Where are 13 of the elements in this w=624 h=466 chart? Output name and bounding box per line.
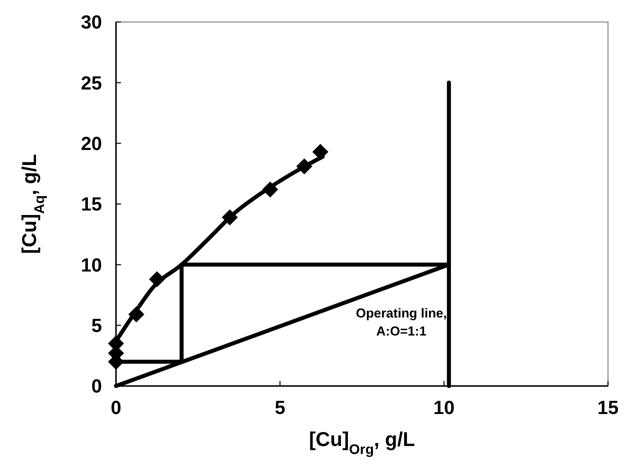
x-axis-title: [Cu]$_{Org}$, g/L bbox=[309, 429, 415, 457]
y-tick-label: 15 bbox=[80, 194, 102, 216]
y-tick-label: 20 bbox=[80, 134, 102, 155]
x-tick-label: 15 bbox=[597, 398, 619, 419]
y-tick-label: 10 bbox=[80, 255, 102, 276]
y-tick-label: 30 bbox=[80, 12, 102, 34]
x-tick-label: 5 bbox=[274, 398, 286, 419]
x-tick-label: 10 bbox=[433, 398, 455, 419]
y-tick-label: 5 bbox=[91, 316, 102, 337]
annotation: Operating line, A:O=1:1 bbox=[356, 306, 447, 339]
x-tick-label: 0 bbox=[110, 398, 122, 419]
y-tick-label: 0 bbox=[91, 376, 102, 398]
y-tick-label: 25 bbox=[80, 73, 102, 94]
